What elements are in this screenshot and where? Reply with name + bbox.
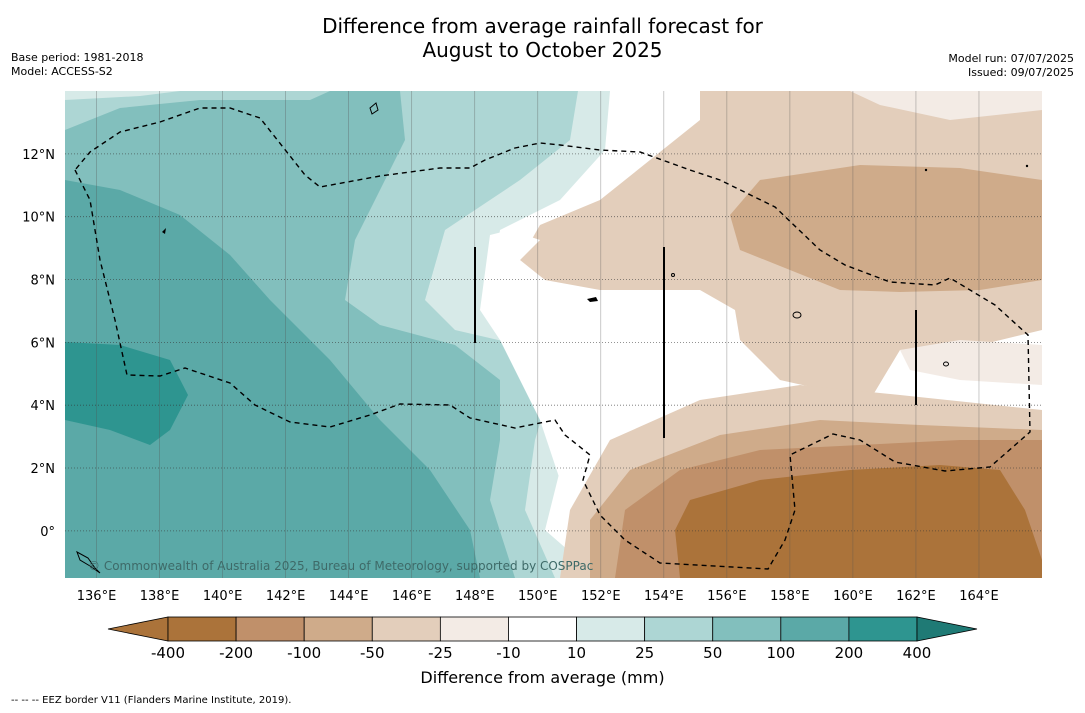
y-tick-label: 4°N xyxy=(31,399,56,414)
x-tick-label: 138°E xyxy=(140,589,180,604)
colorbar-extend-low xyxy=(107,616,169,642)
colorbar-tick-label: -50 xyxy=(360,644,385,662)
colorbar-segment xyxy=(848,616,918,642)
island-outline xyxy=(1025,164,1029,168)
colorbar-segment xyxy=(712,616,782,642)
colorbar-tick-label: -25 xyxy=(428,644,453,662)
meta-right: Model run: 07/07/2025 Issued: 09/07/2025 xyxy=(948,52,1074,80)
contour-teal-100 xyxy=(65,180,480,578)
eez-border xyxy=(74,107,1031,570)
y-tick-label: 12°N xyxy=(22,148,55,163)
colorbar-tick-label: 25 xyxy=(635,644,654,662)
colorbar-tick-label: 400 xyxy=(903,644,932,662)
y-tick-labels: 12°N 10°N 8°N 6°N 4°N 2°N 0° xyxy=(22,148,55,540)
x-tick-labels: 136°E 138°E 140°E 142°E 144°E 146°E 148°E 150°E… xyxy=(77,589,999,604)
title-line-1: Difference from average rainfall forecas… xyxy=(322,14,763,38)
meta-left: Base period: 1981-2018 Model: ACCESS-S2 xyxy=(11,51,143,79)
colorbar-label: Difference from average (mm) xyxy=(420,668,665,687)
contour-top-left-light xyxy=(65,91,180,100)
island-outline xyxy=(792,311,802,319)
map-contours xyxy=(65,91,1042,578)
colorbar-tick-label: -400 xyxy=(151,644,185,662)
colorbar-segment xyxy=(780,616,850,642)
x-tick-label: 142°E xyxy=(266,589,306,604)
x-tick-label: 146°E xyxy=(392,589,432,604)
contour-teal-200 xyxy=(65,342,188,445)
y-tick-label: 0° xyxy=(40,525,55,540)
colorbar-tick-label: 200 xyxy=(835,644,864,662)
issued-date: Issued: 09/07/2025 xyxy=(967,66,1074,79)
y-tick-label: 10°N xyxy=(22,211,55,226)
x-tick-label: 144°E xyxy=(329,589,369,604)
colorbar-segment xyxy=(439,616,509,642)
copyright-text: © Commonwealth of Australia 2025, Bureau… xyxy=(88,559,593,573)
colorbar-segment xyxy=(644,616,714,642)
base-period: Base period: 1981-2018 xyxy=(11,51,144,64)
island-outline xyxy=(369,102,379,115)
x-tick-label: 158°E xyxy=(770,589,810,604)
x-tick-label: 152°E xyxy=(581,589,621,604)
island-outline xyxy=(162,228,166,234)
chart-title: Difference from average rainfall forecas… xyxy=(0,14,1085,62)
colorbar-segment xyxy=(303,616,373,642)
gridlines xyxy=(65,91,1042,578)
island-outline xyxy=(76,550,101,574)
contour-lower-brown-200 xyxy=(675,465,1042,578)
title-line-2: August to October 2025 xyxy=(422,38,663,62)
colorbar-tick-label: -100 xyxy=(287,644,321,662)
colorbar-tick-label: -200 xyxy=(219,644,253,662)
x-tick-label: 160°E xyxy=(833,589,873,604)
y-tick-label: 8°N xyxy=(31,274,56,289)
x-tick-label: 150°E xyxy=(518,589,558,604)
x-tick-label: 162°E xyxy=(896,589,936,604)
contour-top-left xyxy=(65,91,330,130)
island-outline xyxy=(587,297,598,302)
footer-note: -- -- -- EEZ border V11 (Flanders Marine… xyxy=(11,695,292,706)
model-name: Model: ACCESS-S2 xyxy=(11,65,113,78)
colorbar xyxy=(107,616,978,642)
colorbar-tick-label: 50 xyxy=(703,644,722,662)
x-tick-label: 164°E xyxy=(959,589,999,604)
y-tick-label: 2°N xyxy=(31,462,56,477)
island-outline xyxy=(671,273,675,277)
colorbar-tick-labels: -400 -200 -100 -50 -25 -10 10 25 50 100 200 400 xyxy=(151,644,931,662)
colorbar-tick-label: 10 xyxy=(567,644,586,662)
colorbar-extend-high xyxy=(916,616,978,642)
colorbar-segment xyxy=(508,616,577,642)
x-tick-label: 140°E xyxy=(203,589,243,604)
contour-brown-top-light xyxy=(850,91,1042,120)
colorbar-segment xyxy=(371,616,441,642)
x-tick-label: 154°E xyxy=(644,589,684,604)
colorbar-segment xyxy=(167,616,237,642)
colorbar-segment xyxy=(576,616,646,642)
x-tick-label: 136°E xyxy=(77,589,117,604)
colorbar-segment xyxy=(235,616,305,642)
y-tick-label: 6°N xyxy=(31,336,56,351)
contour-neutral-channel xyxy=(480,230,655,480)
colorbar-tick-label: 100 xyxy=(766,644,795,662)
island-outline xyxy=(924,168,928,172)
model-run: Model run: 07/07/2025 xyxy=(948,52,1074,65)
island-outline xyxy=(943,361,949,367)
x-tick-label: 156°E xyxy=(707,589,747,604)
contour-brown-50 xyxy=(730,165,1042,292)
x-tick-label: 148°E xyxy=(455,589,495,604)
colorbar-tick-label: -10 xyxy=(496,644,521,662)
contour-right-light-patch xyxy=(900,340,1042,385)
